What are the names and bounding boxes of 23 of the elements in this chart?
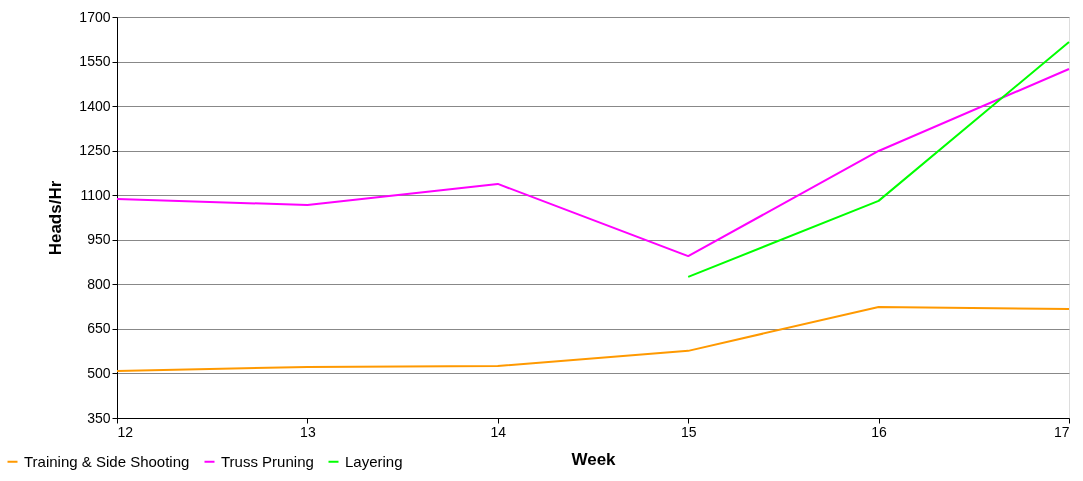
x-tick-label: 13 xyxy=(300,423,316,440)
y-tick-label: 1100 xyxy=(80,186,111,203)
x-tick-label: 17 xyxy=(1053,423,1070,440)
y-tick-label: 1250 xyxy=(79,142,111,159)
legend-label: Training & Side Shooting xyxy=(24,452,190,470)
y-tick-label: 1550 xyxy=(79,53,111,70)
y-tick-label: 650 xyxy=(87,320,111,337)
x-tick-label: 15 xyxy=(680,423,697,440)
y-tick-label: 1700 xyxy=(79,8,111,25)
legend-label: Layering xyxy=(345,452,403,470)
legend-label: Truss Pruning xyxy=(221,452,314,470)
line-series xyxy=(116,305,1070,373)
x-tick-label: 12 xyxy=(117,423,134,440)
y-tick-label: 350 xyxy=(87,409,111,426)
y-axis-title: Heads/Hr xyxy=(46,180,66,256)
x-tick-label: 16 xyxy=(871,423,888,440)
y-tick-label: 500 xyxy=(87,364,111,381)
x-axis-title: Week xyxy=(571,449,617,469)
x-tick-label: 14 xyxy=(490,423,507,440)
line-series xyxy=(116,67,1070,258)
y-tick-label: 800 xyxy=(87,275,111,292)
y-tick-label: 1400 xyxy=(79,97,111,114)
y-tick-label: 950 xyxy=(87,231,111,248)
